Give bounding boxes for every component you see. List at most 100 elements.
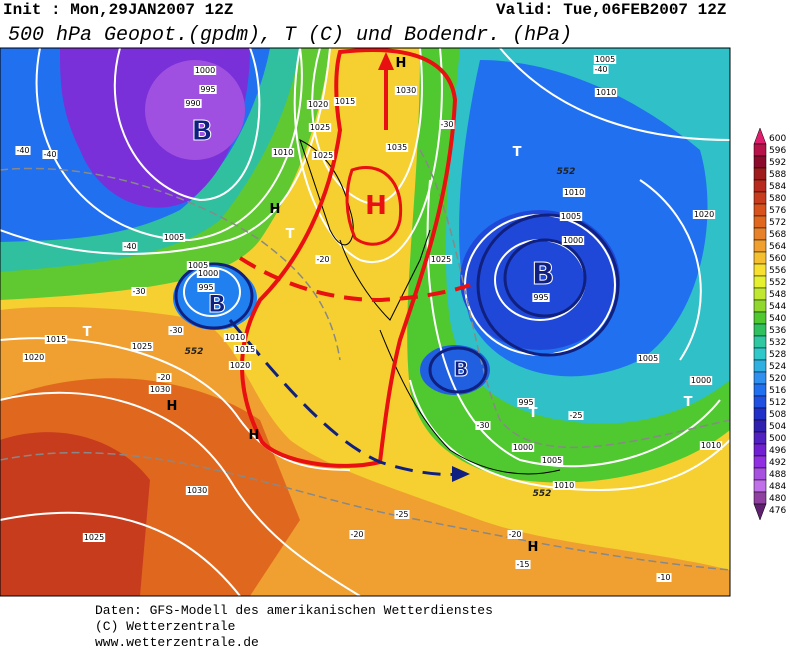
isobar-label: 1005: [164, 233, 184, 242]
label-box: [311, 151, 335, 160]
colorbar-cell: [753, 263, 767, 277]
label-box: [162, 233, 186, 242]
label-box: [656, 573, 672, 582]
colorbar-label: 520: [769, 374, 786, 384]
colorbar-cell: [753, 155, 767, 169]
contour-label: 552: [557, 167, 576, 177]
colorbar-cell: [753, 287, 767, 301]
field: [0, 432, 150, 596]
colorbar-label: 576: [769, 206, 786, 216]
isobar-label: -20: [316, 255, 329, 264]
colorbar-cell: [753, 215, 767, 229]
isobar-label: 995: [200, 85, 215, 94]
isobar-label: -25: [395, 510, 408, 519]
colorbar-label: 500: [769, 434, 786, 444]
colorbar-label: 536: [769, 326, 786, 336]
label-box: [689, 376, 713, 385]
isobar-label: 1000: [691, 376, 711, 385]
isotherm: [0, 451, 730, 571]
isobar-label: -25: [569, 411, 582, 420]
colorbar-label: 508: [769, 410, 786, 420]
init-text: Init : Mon,29JAN2007 12Z: [3, 1, 233, 19]
isobar: [426, 179, 721, 468]
isobar-label: 995: [533, 293, 548, 302]
colorbar-label: 496: [769, 446, 786, 456]
label-box: [22, 353, 46, 362]
label-box: [228, 361, 252, 370]
isobar-label: 1030: [150, 385, 170, 394]
label-box: [199, 85, 217, 94]
label-box: [186, 261, 210, 270]
colorbar-cell: [753, 127, 767, 145]
colorbar-label: 600: [769, 134, 786, 144]
isobar-label: -40: [43, 150, 56, 159]
label-box: [385, 143, 409, 152]
coastline: [339, 229, 431, 321]
colorbar-cell: [753, 431, 767, 445]
colorbar-cell: [753, 503, 767, 521]
field: [145, 60, 245, 160]
label-box: [233, 345, 257, 354]
isobar-label: -20: [350, 530, 363, 539]
low-label: B: [191, 114, 212, 147]
isobar-label: 1020: [694, 210, 714, 219]
colorbar-label: 552: [769, 278, 786, 288]
colorbar-label: 580: [769, 194, 786, 204]
label-box: [559, 212, 583, 221]
isobar-label: 1015: [46, 335, 66, 344]
colorbar-cell: [753, 299, 767, 313]
colorbar-cell: [753, 443, 767, 457]
label-box: [507, 530, 523, 539]
isobar-label: 1000: [563, 236, 583, 245]
label-box: [394, 510, 410, 519]
contour-label: 552: [185, 347, 204, 357]
low-outline: [476, 213, 620, 357]
isobars: [0, 48, 730, 596]
colorbar-label: 484: [769, 482, 786, 492]
isobar-label: 1030: [187, 486, 207, 495]
label-box: [308, 123, 332, 132]
isobar: [183, 267, 241, 317]
high-label: H: [167, 399, 178, 414]
trough-label: T: [529, 406, 538, 421]
isobar-label: 1020: [308, 100, 328, 109]
colorbar-cell: [753, 227, 767, 241]
isobar: [639, 179, 702, 361]
map-title: 500 hPa Geopot.(gpdm), T (C) und Bodendr…: [8, 24, 572, 47]
trough-label: T: [513, 145, 522, 160]
isobar-label: 995: [198, 283, 213, 292]
colorbar-cell: [753, 359, 767, 373]
label-box: [223, 333, 247, 342]
colorbar-label: 516: [769, 386, 786, 396]
colorbar-label: 556: [769, 266, 786, 276]
isobar-label: 995: [518, 398, 533, 407]
isotherm: [0, 167, 341, 361]
isobar-label: 1005: [188, 261, 208, 270]
isobar-label: -15: [516, 560, 529, 569]
colorbar-label: 504: [769, 422, 786, 432]
colorbar-label: 480: [769, 494, 786, 504]
colorbar-cell: [753, 371, 767, 385]
label-box: [515, 560, 531, 569]
isobar: [113, 48, 261, 202]
isobar-label: -40: [594, 65, 607, 74]
isobar: [499, 48, 730, 141]
high-label: H: [365, 191, 387, 221]
isobar-label: 1025: [132, 342, 152, 351]
isobar-label: 1000: [195, 66, 215, 75]
isobar-label: -30: [169, 326, 182, 335]
label-box: [552, 481, 576, 490]
colorbar-cell: [753, 419, 767, 433]
colorbar-label: 532: [769, 338, 786, 348]
isobar-label: 1020: [230, 361, 250, 370]
colorbar-label: 596: [769, 146, 786, 156]
colorbar-label: 524: [769, 362, 786, 372]
contour-label: 552: [533, 489, 552, 499]
label-box: [196, 269, 220, 278]
isobar-label: -40: [123, 242, 136, 251]
isobar-label: -10: [657, 573, 670, 582]
colorbar-label: 548: [769, 290, 786, 300]
colorbar-label: 512: [769, 398, 786, 408]
